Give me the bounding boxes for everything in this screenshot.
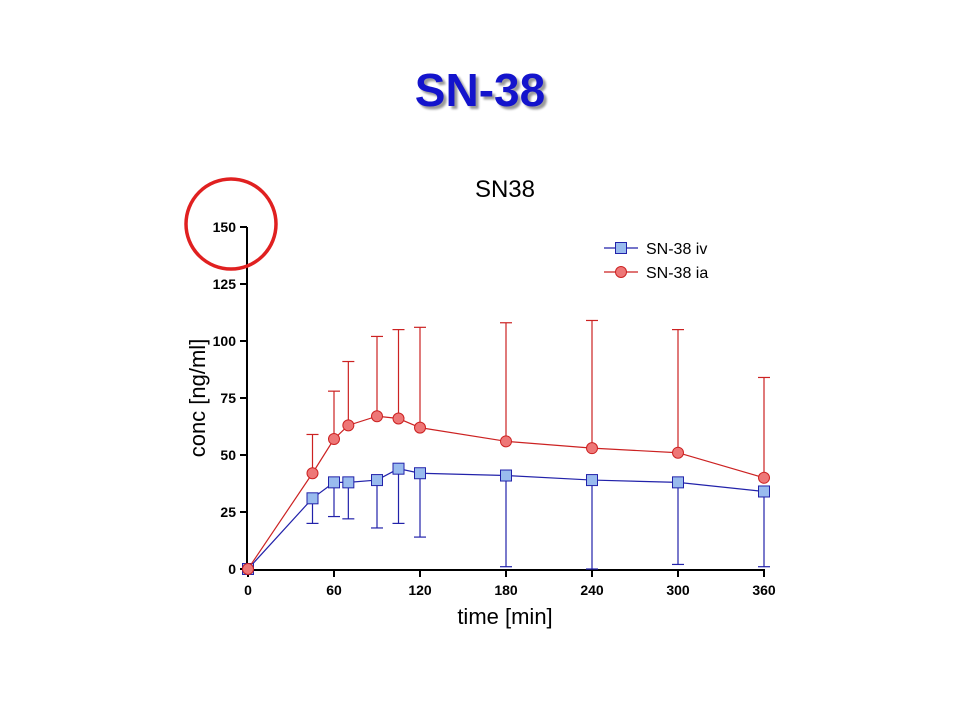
data-point	[758, 471, 770, 484]
legend-label: SN-38 iv	[646, 241, 707, 258]
legend-item: SN-38 ia	[604, 265, 708, 282]
y-tick-label: 0	[228, 561, 236, 577]
slide-title: SN-38	[414, 64, 546, 116]
y-tick-label: 25	[220, 504, 236, 520]
legend-item: SN-38 iv	[604, 241, 707, 258]
y-tick-label: 50	[220, 447, 236, 463]
y-tick-label: 75	[220, 390, 236, 406]
data-point	[672, 476, 684, 489]
data-point	[586, 474, 598, 487]
data-point	[500, 435, 512, 448]
series-iv	[242, 462, 770, 575]
data-point	[414, 421, 426, 434]
data-point	[586, 442, 598, 455]
chart-title: SN38	[475, 176, 535, 203]
data-point	[306, 492, 319, 505]
data-point	[392, 462, 405, 475]
y-tick-label: 150	[213, 219, 237, 235]
data-point	[342, 476, 355, 489]
series-ia	[242, 319, 770, 575]
data-point	[242, 563, 254, 575]
data-point	[392, 412, 405, 425]
legend-label: SN-38 ia	[646, 265, 708, 282]
x-tick-label: 120	[408, 582, 432, 598]
x-tick-label: 0	[244, 582, 252, 598]
data-point	[306, 467, 319, 480]
data-point	[328, 476, 340, 489]
y-tick-label: 125	[213, 276, 237, 292]
data-point	[342, 419, 355, 432]
x-tick-label: 240	[580, 582, 604, 598]
highlight-circle	[184, 177, 278, 271]
y-tick-label: 100	[213, 333, 237, 349]
x-tick-label: 60	[326, 582, 342, 598]
data-point	[500, 469, 512, 482]
data-point	[371, 410, 383, 423]
legend-marker	[615, 266, 627, 278]
x-tick-label: 180	[494, 582, 518, 598]
data-point	[672, 446, 684, 459]
data-point	[414, 467, 426, 480]
data-point	[371, 474, 383, 487]
chart-series	[242, 319, 770, 575]
data-point	[328, 433, 340, 446]
data-point	[758, 485, 770, 498]
x-tick-label: 300	[666, 582, 690, 598]
y-axis-label: conc [ng/ml]	[185, 339, 210, 458]
legend-marker	[615, 242, 627, 254]
x-tick-label: 360	[752, 582, 776, 598]
x-axis-label: time [min]	[457, 604, 552, 629]
chart-legend: SN-38 iv SN-38 ia	[604, 241, 708, 282]
